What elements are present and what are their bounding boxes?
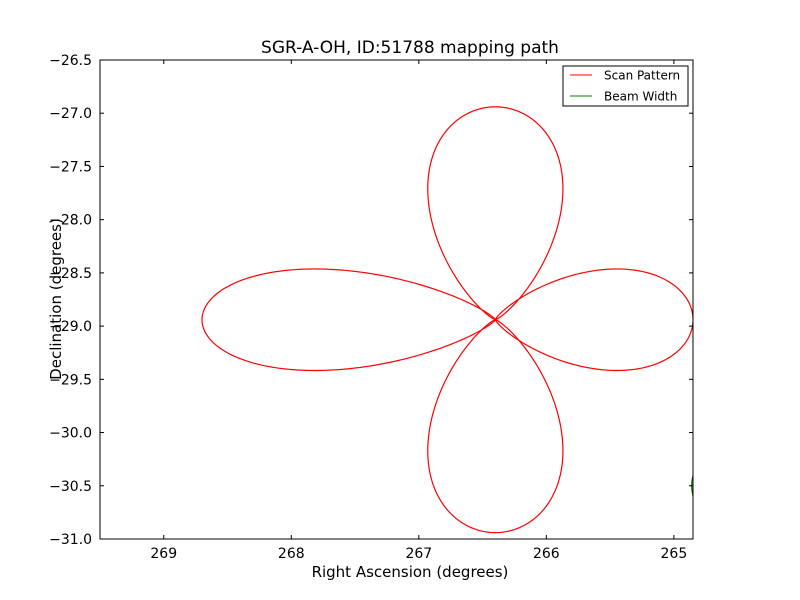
scan-pattern-petal-south <box>427 319 564 534</box>
y-tick-label: −27.0 <box>49 106 92 122</box>
y-tick-label: −27.5 <box>49 159 92 175</box>
y-tick-label: −28.5 <box>49 266 92 282</box>
legend-box <box>562 65 689 107</box>
x-tick-label: 267 <box>405 546 432 562</box>
series-layer <box>201 106 693 534</box>
y-tick-label: −26.5 <box>49 53 92 69</box>
legend-label-scan-pattern: Scan Pattern <box>604 69 680 83</box>
y-tick-label: −31.0 <box>49 532 92 548</box>
y-tick-label: −29.0 <box>49 319 92 335</box>
x-tick-label: 268 <box>278 546 305 562</box>
x-tick-label: 265 <box>661 546 688 562</box>
x-axis-label: Right Ascension (degrees) <box>312 563 509 581</box>
scan-pattern-petal-north <box>427 106 564 321</box>
y-tick-label: −30.5 <box>49 479 92 495</box>
legend-label-beam-width: Beam Width <box>604 90 677 104</box>
scan-pattern-petal-east <box>201 268 496 372</box>
x-tick-label: 269 <box>150 546 177 562</box>
ticks-layer: 269 268 267 266 265 −26.5 −27.0 −27.5 −28.0 −28.5… <box>49 53 693 562</box>
y-tick-label: −30.0 <box>49 426 92 442</box>
x-tick-label: 266 <box>533 546 560 562</box>
scan-pattern-petal-west <box>494 268 693 372</box>
y-axis-label: Declination (degrees) <box>47 218 65 380</box>
y-tick-label: −28.0 <box>49 213 92 229</box>
axes-frame <box>99 59 694 540</box>
y-tick-label: −29.5 <box>49 372 92 388</box>
chart-title: SGR-A-OH, ID:51788 mapping path <box>261 38 559 58</box>
legend: Scan Pattern Beam Width <box>562 65 689 107</box>
